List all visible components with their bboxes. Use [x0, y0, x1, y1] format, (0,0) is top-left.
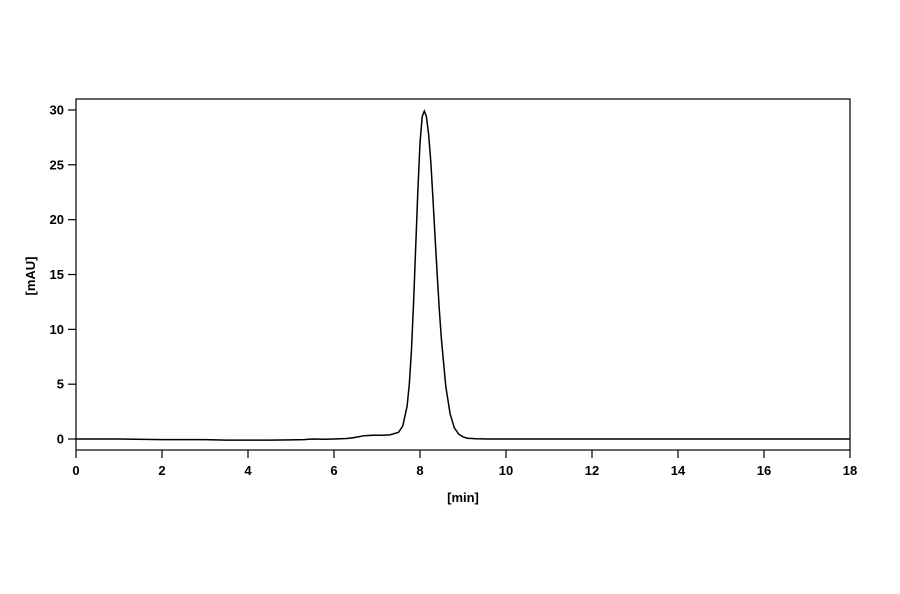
x-tick-label: 10	[499, 463, 513, 478]
x-tick-label: 18	[843, 463, 857, 478]
y-tick-label: 30	[50, 102, 64, 117]
y-tick-label: 15	[50, 267, 64, 282]
x-axis-label: [min]	[447, 490, 479, 505]
y-axis-label: [mAU]	[23, 257, 38, 296]
x-tick-label: 0	[72, 463, 79, 478]
x-tick-label: 6	[330, 463, 337, 478]
y-tick-label: 25	[50, 157, 64, 172]
y-tick-label: 5	[57, 377, 64, 392]
y-tick-label: 20	[50, 212, 64, 227]
x-tick-label: 2	[158, 463, 165, 478]
x-tick-label: 12	[585, 463, 599, 478]
x-tick-label: 14	[671, 463, 686, 478]
y-tick-label: 0	[57, 432, 64, 447]
series-line	[76, 108, 850, 441]
plot-frame	[75, 98, 851, 451]
x-tick-label: 4	[244, 463, 252, 478]
y-tick-label: 10	[50, 322, 64, 337]
x-tick-label: 8	[416, 463, 423, 478]
x-tick-label: 16	[757, 463, 771, 478]
